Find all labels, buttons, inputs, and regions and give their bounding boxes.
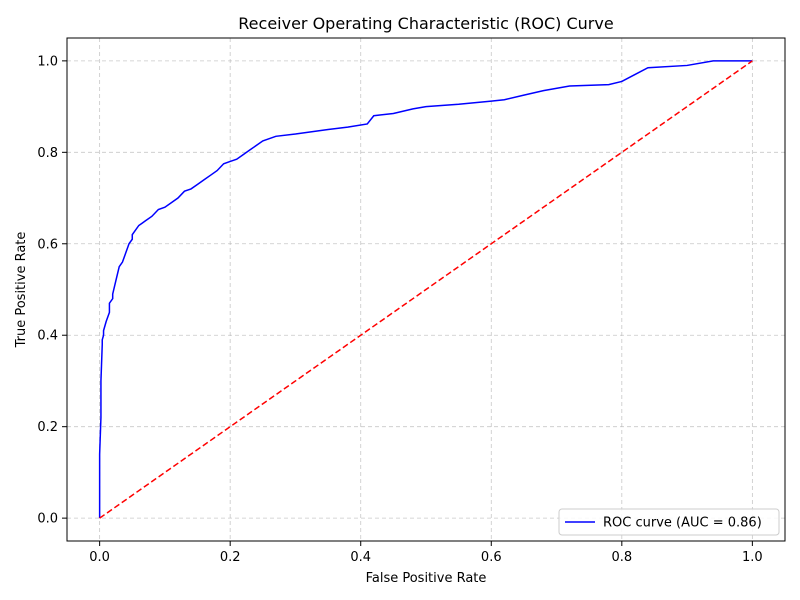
y-axis-ticks: 0.0 0.2 0.4 0.6 0.8 1.0 <box>37 54 67 527</box>
x-tick-label: 0.8 <box>611 550 632 565</box>
legend-label-roc: ROC curve (AUC = 0.86) <box>603 516 762 531</box>
random-classifier-line <box>99 60 753 519</box>
x-tick-label: 0.0 <box>89 550 110 565</box>
x-axis-label: False Positive Rate <box>366 571 487 586</box>
legend-box <box>558 508 780 536</box>
y-tick-label: 0.2 <box>37 420 58 435</box>
x-tick-label: 0.4 <box>350 550 371 565</box>
legend: ROC curve (AUC = 0.86) <box>558 508 780 536</box>
x-axis-ticks: 0.0 0.2 0.4 0.6 0.8 1.0 <box>89 541 763 565</box>
y-tick-label: 1.0 <box>37 54 58 69</box>
y-axis-label: True Positive Rate <box>14 232 29 349</box>
y-tick-label: 0.0 <box>37 512 58 527</box>
x-tick-label: 1.0 <box>742 550 763 565</box>
series-group <box>98 60 753 519</box>
y-tick-label: 0.8 <box>37 146 58 161</box>
chart-title: Receiver Operating Characteristic (ROC) … <box>238 14 613 33</box>
roc-curve-line <box>98 60 753 519</box>
grid <box>67 38 785 541</box>
y-tick-label: 0.6 <box>37 237 58 252</box>
x-tick-label: 0.2 <box>220 550 241 565</box>
y-tick-label: 0.4 <box>37 329 58 344</box>
plot-frame <box>66 37 786 542</box>
x-tick-label: 0.6 <box>481 550 502 565</box>
